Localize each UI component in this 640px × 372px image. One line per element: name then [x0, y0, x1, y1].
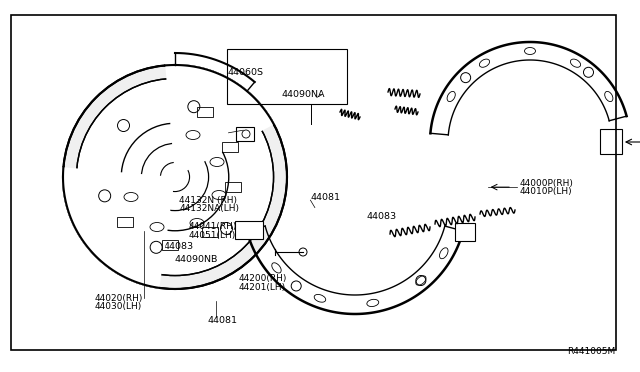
Text: 44060S: 44060S [227, 68, 263, 77]
Bar [455, 223, 475, 241]
Text: 44081: 44081 [208, 316, 238, 325]
Text: 44090NC(RH): 44090NC(RH) [186, 124, 247, 133]
Text: 44132N (RH): 44132N (RH) [179, 196, 237, 205]
Bar [162, 240, 178, 250]
Wedge shape [165, 64, 275, 177]
Text: 44083: 44083 [164, 242, 194, 251]
Text: 44020(RH): 44020(RH) [95, 294, 143, 303]
Bar [227, 49, 347, 104]
Text: 44090N(LH): 44090N(LH) [186, 132, 239, 141]
Text: 44083: 44083 [366, 212, 396, 221]
Circle shape [76, 78, 273, 276]
Wedge shape [62, 167, 175, 289]
Text: 44201(LH): 44201(LH) [238, 283, 285, 292]
Bar [202, 227, 218, 237]
Bar [600, 129, 622, 154]
Text: 44090NA: 44090NA [282, 90, 325, 99]
Bar [222, 142, 238, 152]
Bar [117, 217, 133, 227]
Text: 44030(LH): 44030(LH) [95, 302, 142, 311]
Bar [225, 182, 241, 192]
Text: 44200(RH): 44200(RH) [238, 275, 287, 283]
Text: 44041(RH): 44041(RH) [189, 222, 237, 231]
Text: 44000P(RH): 44000P(RH) [520, 179, 573, 187]
Bar [197, 107, 213, 117]
Circle shape [63, 65, 287, 289]
Text: 44081: 44081 [310, 193, 340, 202]
Bar [235, 221, 263, 239]
Text: 44010P(LH): 44010P(LH) [520, 187, 572, 196]
Text: R441005M: R441005M [568, 347, 616, 356]
Text: 44090NB: 44090NB [174, 255, 218, 264]
Text: 44132NA(LH): 44132NA(LH) [179, 204, 239, 213]
Text: 44051(LH): 44051(LH) [189, 231, 236, 240]
Bar [236, 127, 254, 141]
